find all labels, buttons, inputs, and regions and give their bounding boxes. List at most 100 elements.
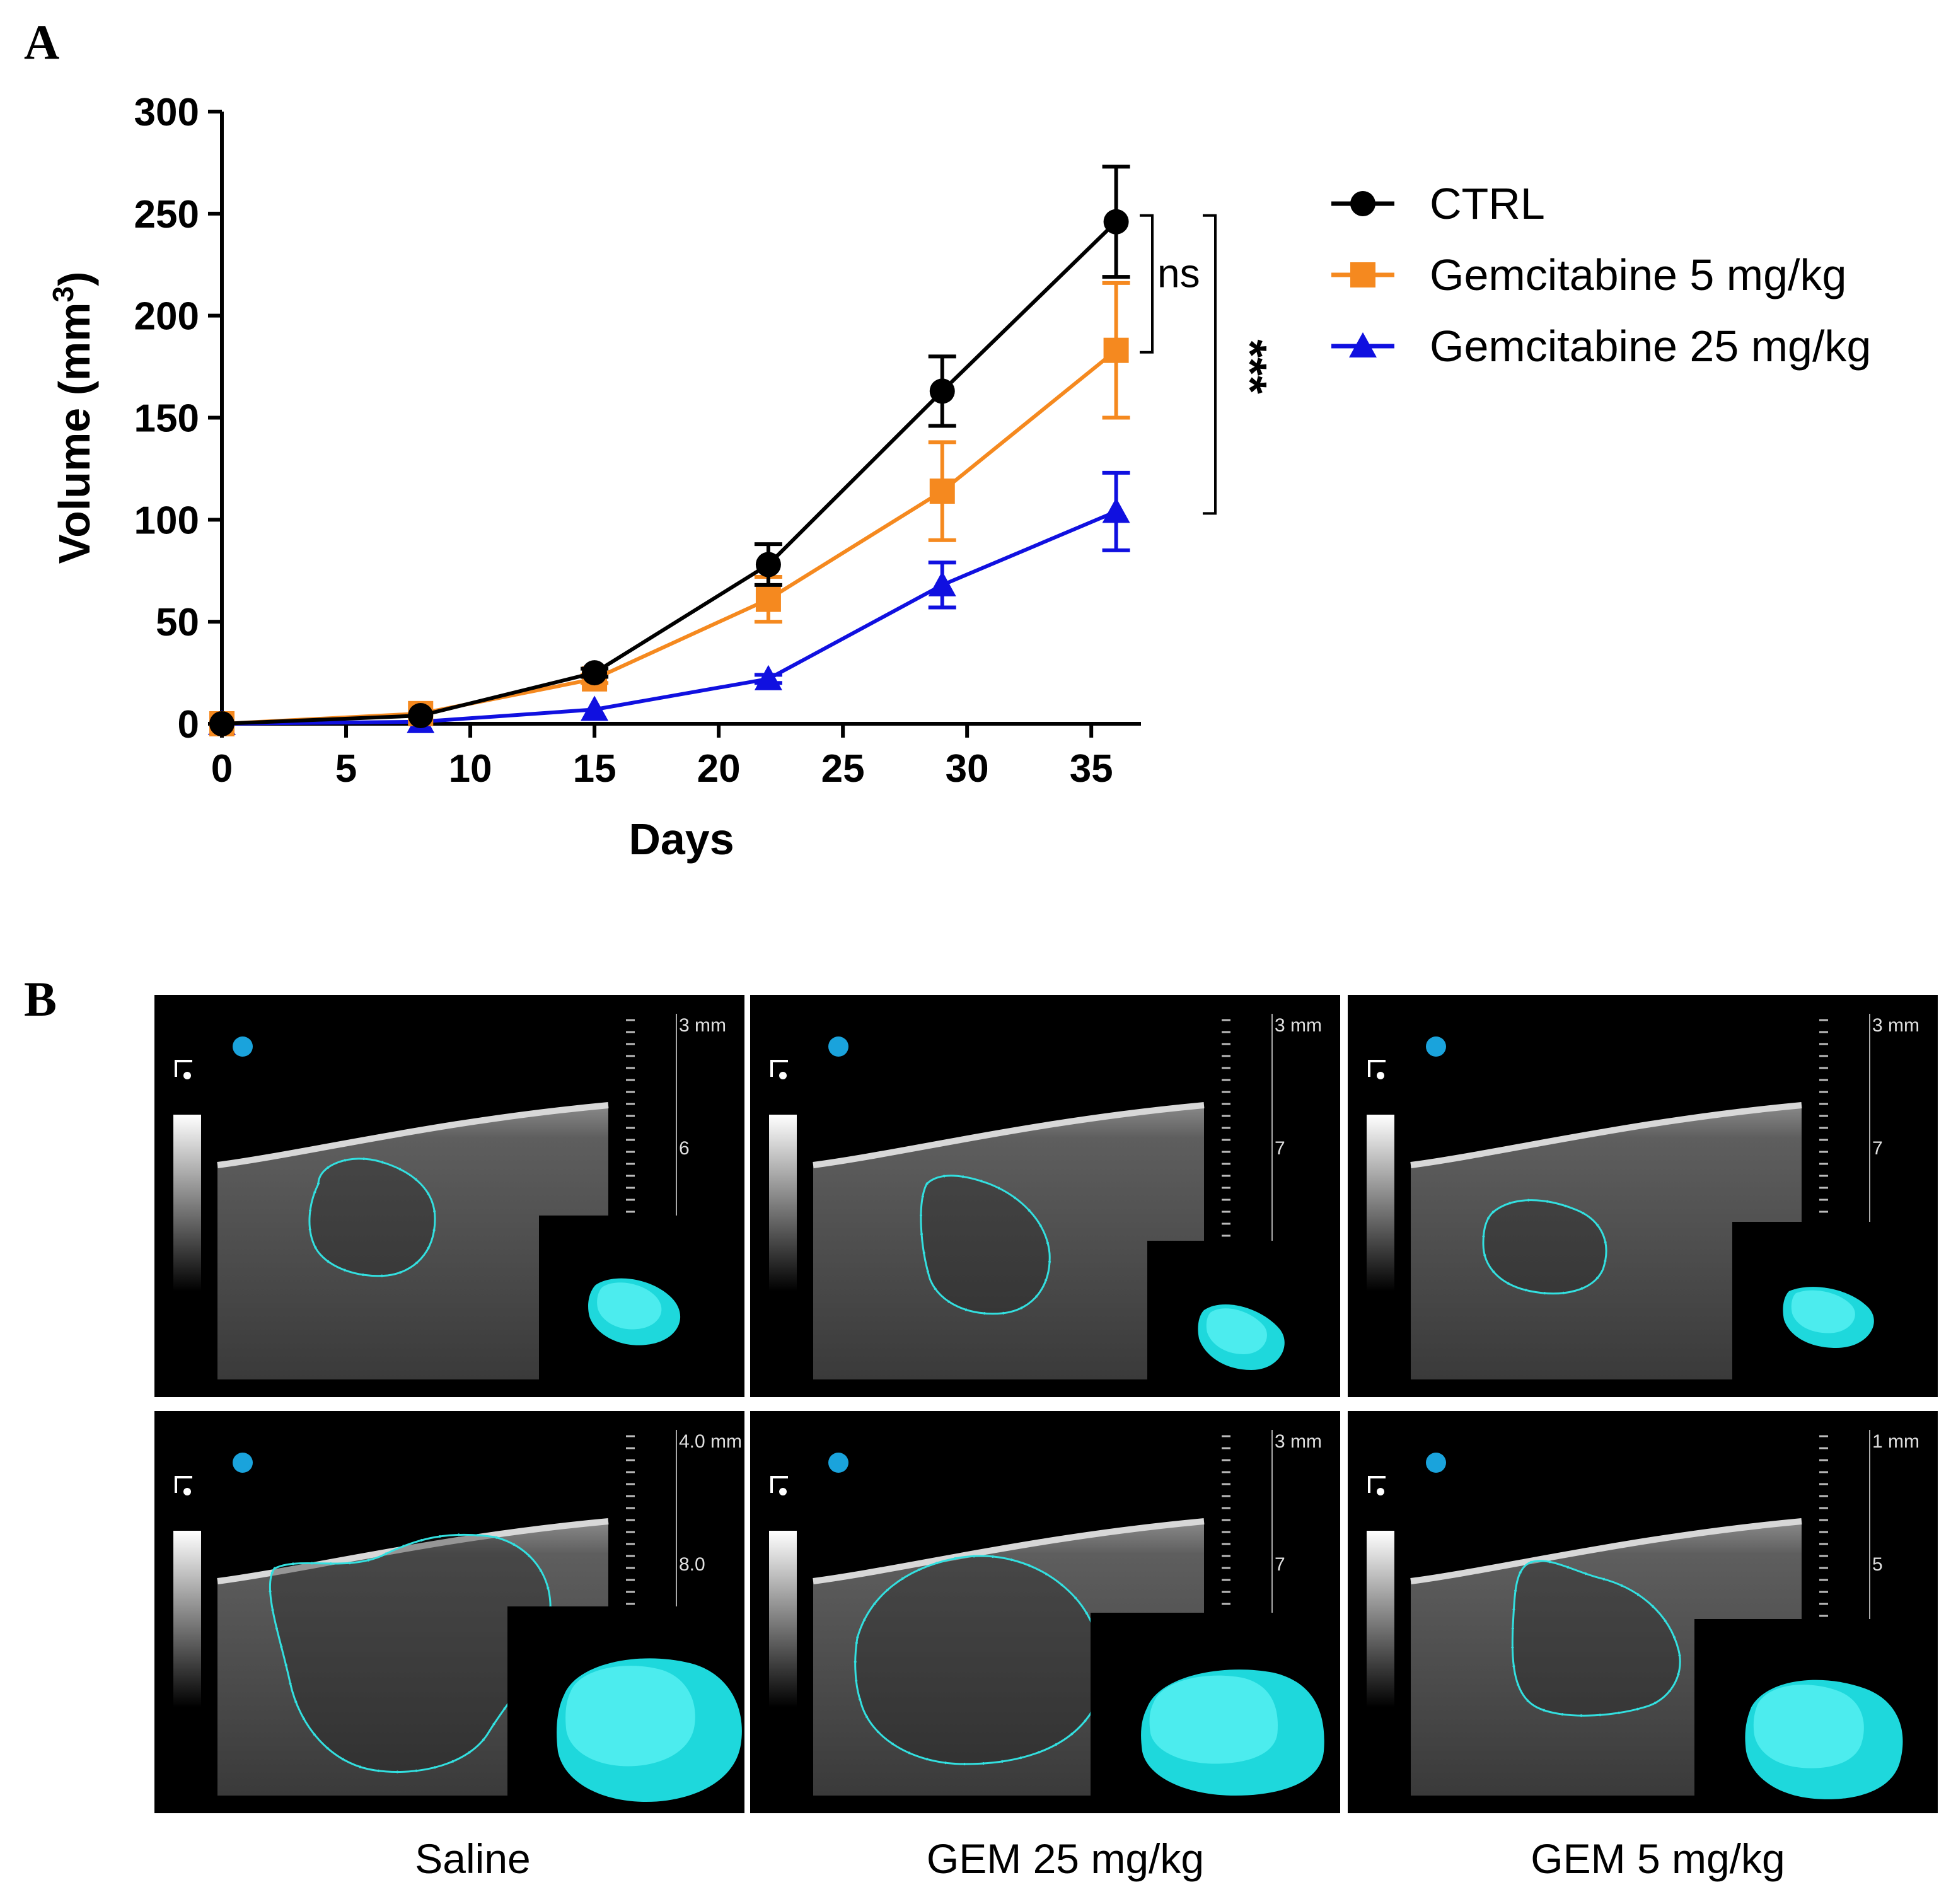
ruler-label: 1 mm <box>1872 1431 1919 1452</box>
grayscale-bar <box>1367 1115 1394 1291</box>
series-gemcitabine-25-mg-kg <box>208 470 1130 735</box>
status-dot <box>828 1036 848 1057</box>
legend-label: CTRL <box>1430 179 1545 228</box>
ruler-label: 3 mm <box>1275 1431 1322 1452</box>
depth-icon <box>770 1476 788 1493</box>
tumor-outline-markers <box>919 1174 1051 1315</box>
data-point <box>754 665 782 690</box>
x-tick-label: 30 <box>946 747 989 791</box>
skin-line <box>1410 1518 1802 1584</box>
depth-icon-dot <box>779 1072 787 1079</box>
ruler-label: 3 mm <box>1872 1015 1919 1036</box>
tumor-3d-highlight <box>565 1666 695 1767</box>
series-ctrl <box>209 165 1130 736</box>
tumor-outline-markers <box>308 1157 437 1277</box>
depth-icon-dot <box>1377 1488 1384 1495</box>
series-gemcitabine-5-mg-kg <box>209 281 1130 736</box>
series-line <box>221 220 1118 726</box>
status-dot <box>1426 1036 1446 1057</box>
skin-line <box>813 1518 1205 1584</box>
significance-label: ns <box>1157 251 1200 296</box>
panel-b-label: B <box>24 972 57 1026</box>
ultrasound-panel-r2c2: 3 mm 7 <box>750 1411 1340 1813</box>
x-tick-label: 25 <box>821 747 865 791</box>
grayscale-bar <box>769 1531 797 1707</box>
legend-item: Gemcitabine 5 mg/kg <box>1331 250 1846 299</box>
data-point <box>929 479 955 504</box>
tumor-3d-highlight <box>1753 1685 1864 1768</box>
volume-line-chart: 0 50 100 150 200 250 300 0 5 10 15 20 25 30 35 Days Volu… <box>47 91 1871 864</box>
status-dot <box>233 1036 253 1057</box>
data-point <box>755 552 781 578</box>
legend-marker <box>1350 262 1375 287</box>
ultrasound-panel-r1c3: 3 mm711 <box>1348 995 1938 1397</box>
tumor-3d-highlight <box>1149 1675 1278 1764</box>
data-point <box>755 586 781 612</box>
y-tick-label: 150 <box>134 397 199 441</box>
grayscale-bar <box>173 1115 201 1291</box>
ultrasound-image: 1 mm 5 <box>1367 1430 1938 1813</box>
tumor-3d-highlight <box>1206 1308 1267 1354</box>
x-tick-label: 10 <box>449 747 492 791</box>
ultrasound-image: 4.0 mm 8.0 <box>173 1430 744 1813</box>
x-tick-label: 0 <box>211 747 233 791</box>
ruler-label: 3 mm <box>1275 1015 1322 1036</box>
ultrasound-image: 3 mm610 <box>173 1014 744 1397</box>
depth-icon <box>770 1060 788 1077</box>
x-tick-label: 5 <box>335 747 357 791</box>
caption-saline: Saline <box>415 1835 531 1882</box>
y-tick-label: 200 <box>134 295 199 339</box>
ultrasound-panel-r2c3: 1 mm 5 <box>1348 1411 1938 1813</box>
y-axis-label: Volume (mm3) <box>47 272 99 564</box>
status-dot <box>828 1453 848 1473</box>
ultrasound-image: 3 mm711 <box>1367 1014 1938 1397</box>
data-point <box>408 703 434 729</box>
ruler-label: 8.0 <box>679 1554 705 1575</box>
data-point <box>929 378 955 404</box>
status-dot <box>233 1453 253 1473</box>
depth-icon <box>175 1060 192 1077</box>
data-point <box>1103 337 1129 363</box>
tissue-region <box>813 1105 1204 1379</box>
tumor-outline <box>1482 1199 1607 1295</box>
grayscale-bar <box>769 1115 797 1291</box>
ruler-label: 7 <box>1275 1138 1285 1159</box>
depth-icon <box>1368 1476 1386 1493</box>
ultrasound-panel-r2c1: 4.0 mm 8.0 <box>154 1411 744 1813</box>
x-tick-label: 15 <box>573 747 617 791</box>
data-point <box>582 660 608 686</box>
tumor-3d-render <box>557 1658 742 1802</box>
tissue-region <box>217 1105 608 1379</box>
data-point <box>581 695 609 721</box>
x-tick-label: 35 <box>1070 747 1113 791</box>
caption-gem-25: GEM 25 mg/kg <box>926 1835 1205 1882</box>
depth-icon-dot <box>779 1488 787 1495</box>
x-tick-label: 20 <box>697 747 741 791</box>
data-point <box>1103 209 1129 235</box>
ruler-label: 6 <box>679 1138 690 1159</box>
tumor-3d-render <box>1141 1669 1324 1796</box>
bracket-line <box>1140 214 1154 354</box>
grayscale-bar <box>1367 1531 1394 1707</box>
series-line <box>221 509 1117 726</box>
ruler-label: 3 mm <box>679 1015 726 1036</box>
legend-label: Gemcitabine 5 mg/kg <box>1430 250 1846 299</box>
depth-icon <box>175 1476 192 1493</box>
depth-icon-dot <box>183 1488 191 1495</box>
tumor-3d-highlight <box>597 1282 662 1330</box>
significance-bracket: *** <box>1203 214 1277 515</box>
grayscale-bar <box>173 1531 201 1707</box>
depth-icon <box>1368 1060 1386 1077</box>
tumor-3d-render <box>1198 1304 1285 1370</box>
ruler-label: 7 <box>1275 1554 1285 1575</box>
tumor-outline <box>1511 1560 1681 1717</box>
data-point <box>1102 497 1130 523</box>
ultrasound-image: 3 mm711 <box>769 1014 1340 1397</box>
y-tick-label: 50 <box>156 601 199 644</box>
tumor-3d-render <box>1745 1680 1903 1799</box>
legend-label: Gemcitabine 25 mg/kg <box>1430 322 1871 371</box>
tumor-outline-markers <box>854 1555 1103 1766</box>
ruler-label: 5 <box>1872 1554 1883 1575</box>
panel-a-label: A <box>24 15 60 69</box>
legend-item: CTRL <box>1331 179 1545 228</box>
